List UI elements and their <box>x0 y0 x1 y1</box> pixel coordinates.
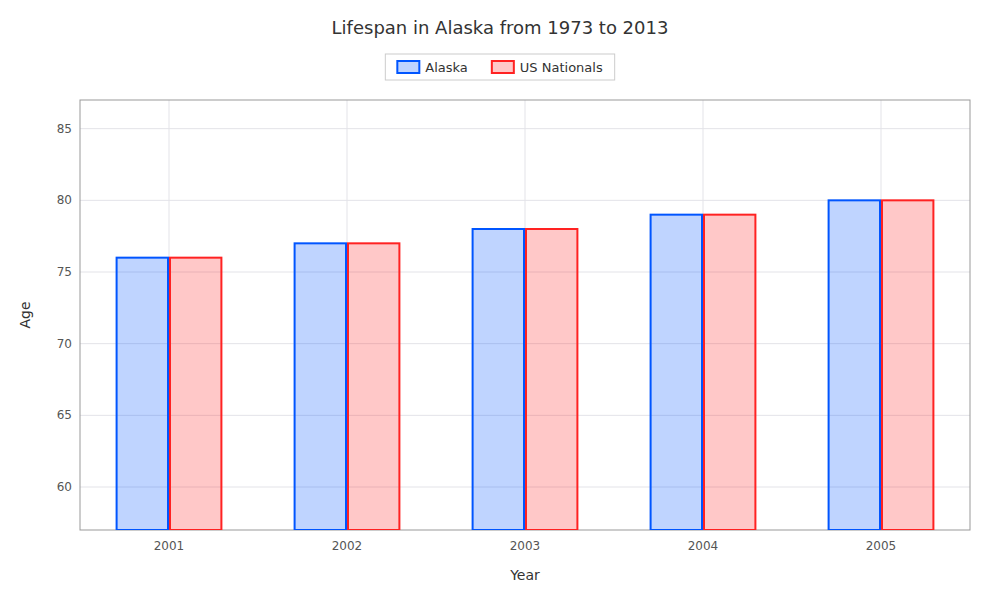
bar <box>117 258 168 530</box>
x-tick-label: 2002 <box>332 539 363 553</box>
legend-swatch <box>492 61 514 73</box>
bar <box>704 215 755 530</box>
bar <box>882 200 933 530</box>
y-axis-label: Age <box>17 301 33 328</box>
y-tick-label: 75 <box>57 265 72 279</box>
grid <box>80 100 970 530</box>
legend-label: Alaska <box>425 60 468 75</box>
chart-svg: 60 65 70 75 80 85 2001 2002 2003 2004 2005 Year Age L… <box>0 0 1000 600</box>
x-tick-label: 2001 <box>154 539 185 553</box>
y-tick-label: 85 <box>57 122 72 136</box>
bar <box>348 243 399 530</box>
y-tick-label: 70 <box>57 337 72 351</box>
legend: Alaska US Nationals <box>385 54 614 80</box>
legend-swatch <box>397 61 419 73</box>
legend-label: US Nationals <box>520 60 603 75</box>
legend-frame <box>385 54 614 80</box>
bar <box>651 215 702 530</box>
legend-item: US Nationals <box>492 60 603 75</box>
chart-container: 60 65 70 75 80 85 2001 2002 2003 2004 2005 Year Age L… <box>0 0 1000 600</box>
y-tick-label: 80 <box>57 193 72 207</box>
bar <box>526 229 577 530</box>
bar <box>295 243 346 530</box>
legend-item: Alaska <box>397 60 468 75</box>
y-tick-label: 60 <box>57 480 72 494</box>
axes: 60 65 70 75 80 85 2001 2002 2003 2004 2005 <box>57 122 897 553</box>
bar <box>473 229 524 530</box>
x-tick-label: 2003 <box>510 539 541 553</box>
y-tick-label: 65 <box>57 408 72 422</box>
x-tick-label: 2005 <box>866 539 897 553</box>
x-tick-label: 2004 <box>688 539 719 553</box>
bars <box>117 200 934 530</box>
plot-frame <box>80 100 970 530</box>
bar <box>829 200 880 530</box>
title: Lifespan in Alaska from 1973 to 2013 <box>332 17 669 38</box>
bar <box>170 258 221 530</box>
background <box>0 0 1000 600</box>
x-axis-label: Year <box>509 567 540 583</box>
